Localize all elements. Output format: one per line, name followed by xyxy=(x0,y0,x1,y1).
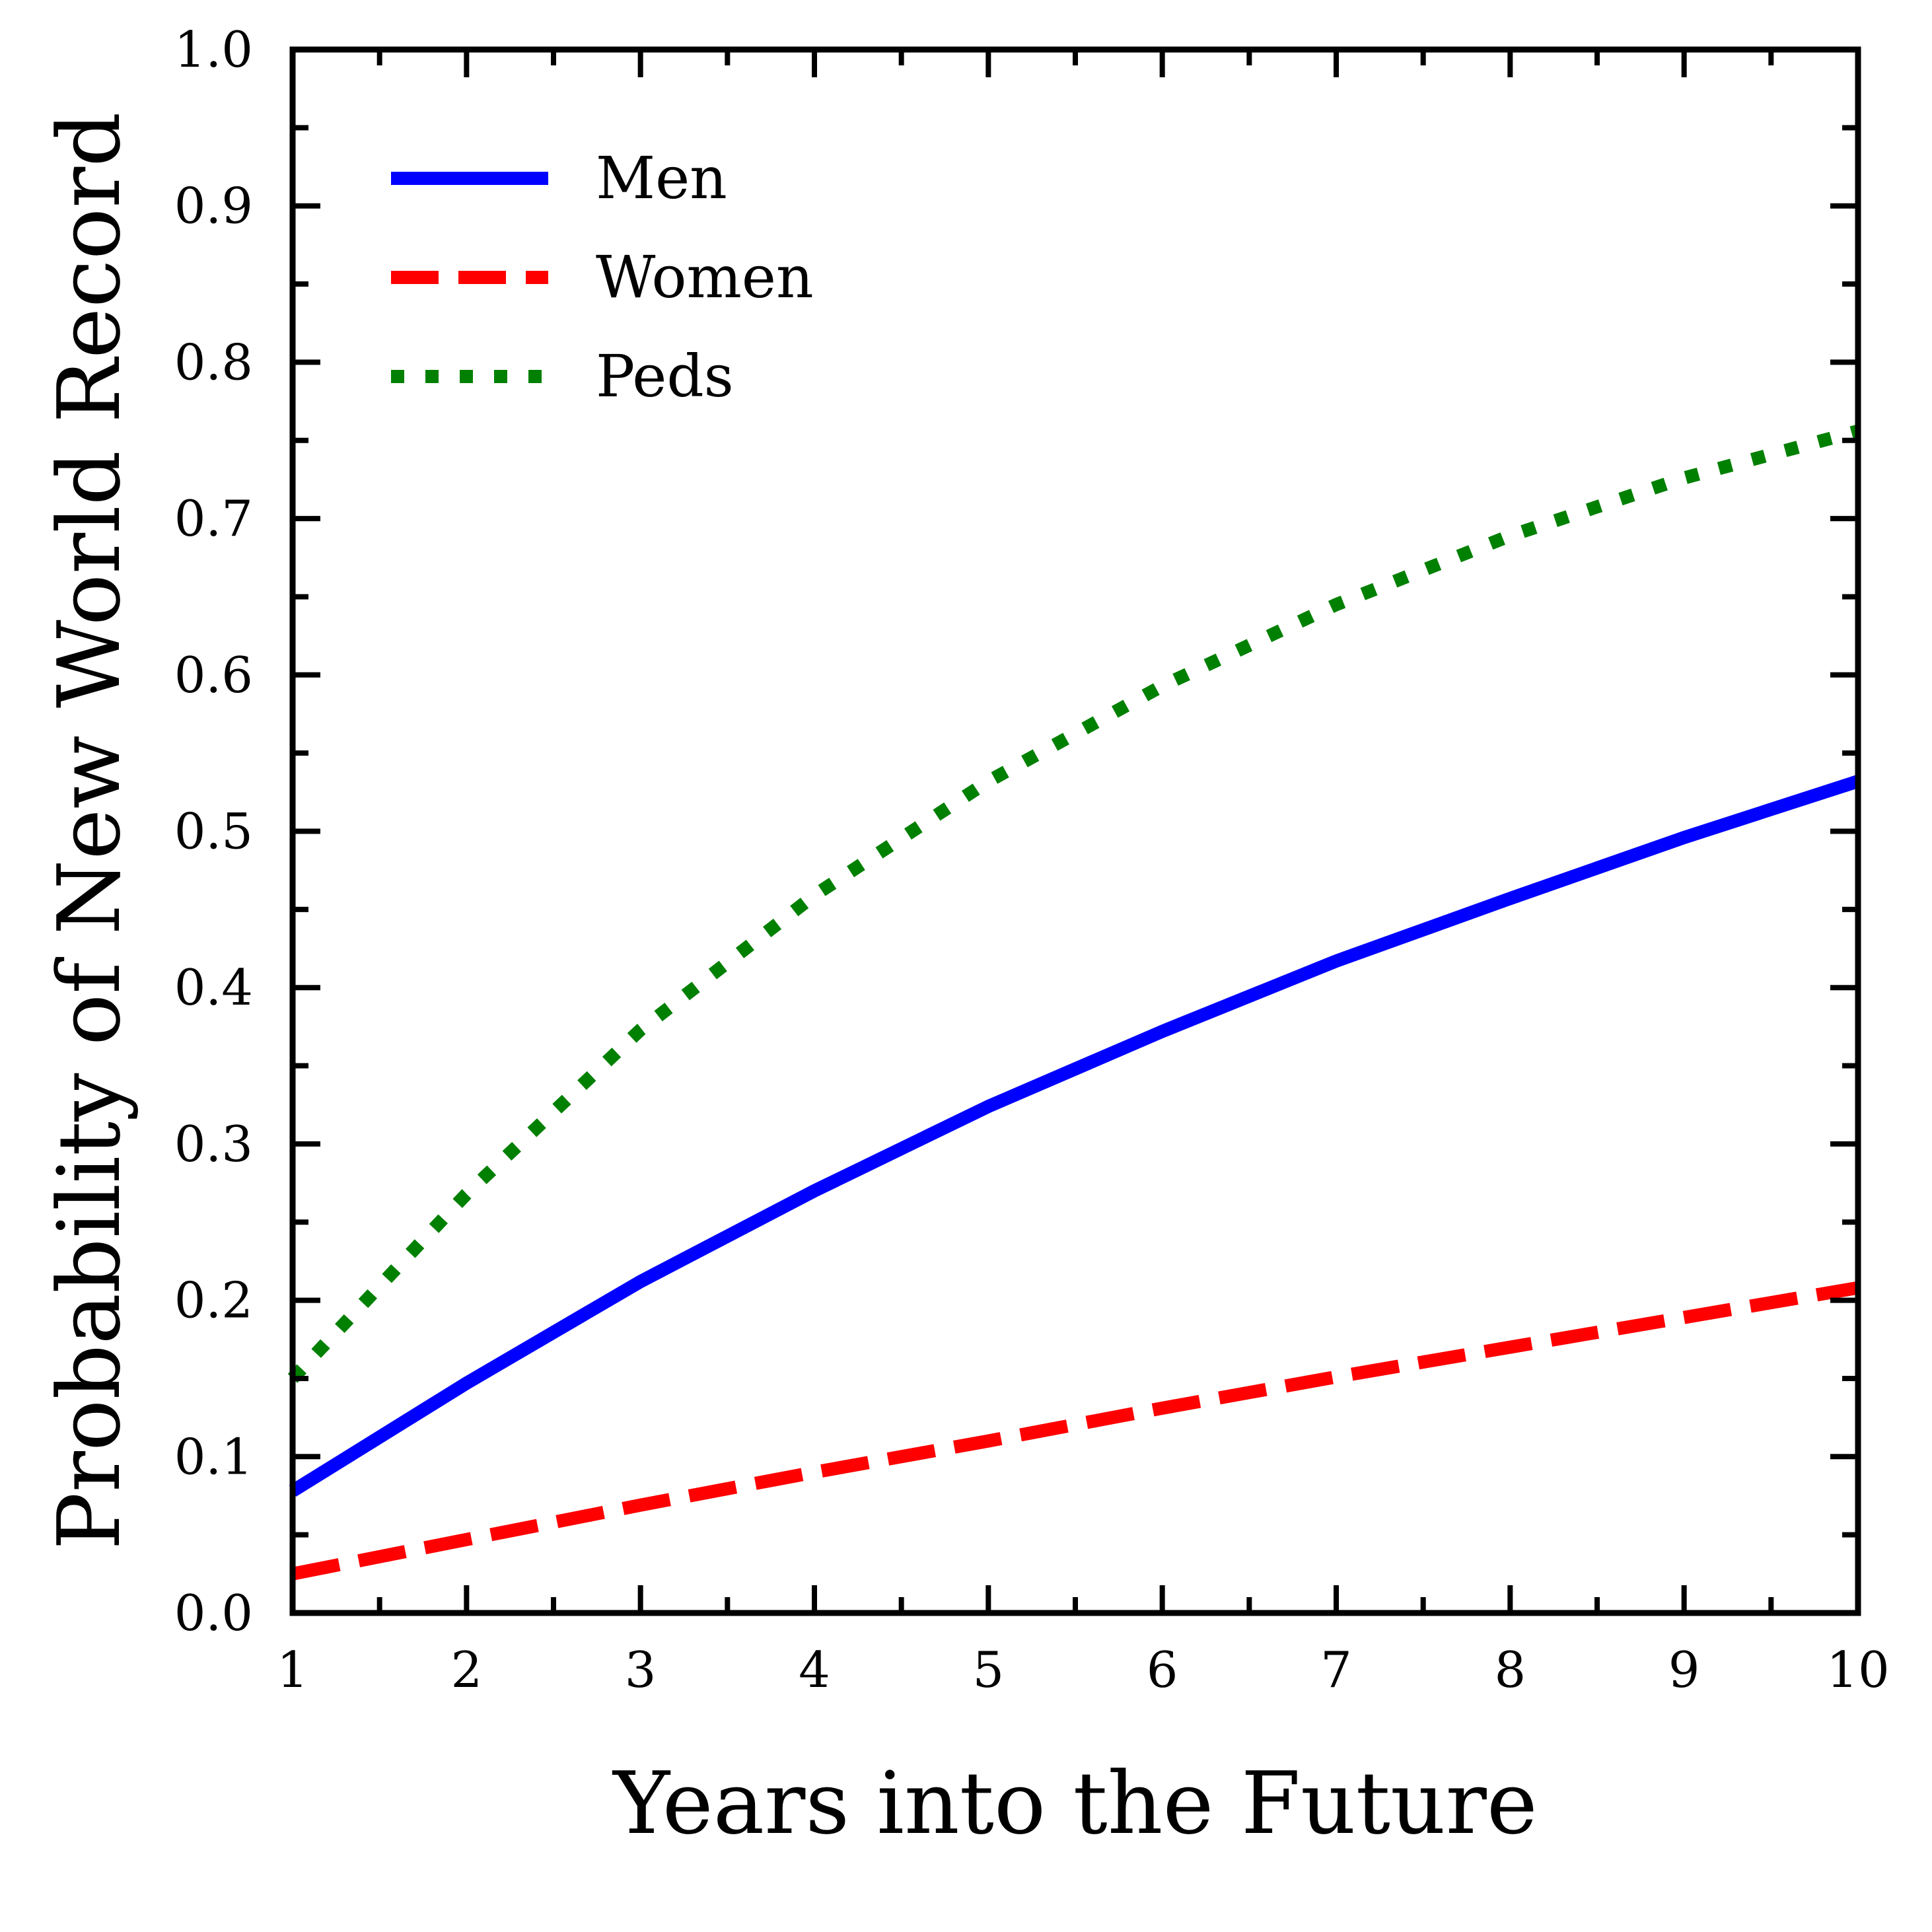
x-tick-label: 10 xyxy=(1826,1641,1889,1699)
y-tick-label: 0.4 xyxy=(174,958,253,1017)
x-tick-label: 4 xyxy=(799,1641,830,1699)
x-tick-label: 5 xyxy=(972,1641,1004,1699)
series-line-women xyxy=(291,1281,1859,1581)
legend-label-women: Women xyxy=(596,243,814,311)
y-axis-title: Probability of New World Record xyxy=(39,112,139,1550)
x-tick-label: 3 xyxy=(625,1641,657,1699)
y-tick-label: 0.1 xyxy=(174,1427,253,1485)
x-tick-label: 8 xyxy=(1494,1641,1526,1699)
y-tick-label: 0.5 xyxy=(174,803,253,861)
y-tick-label: 0.6 xyxy=(174,646,253,704)
series-line-peds xyxy=(287,424,1860,1383)
y-tick-label: 0.9 xyxy=(174,177,253,235)
ticks-layer xyxy=(290,47,1861,1616)
y-tick-label: 0.8 xyxy=(174,333,253,391)
x-tick-labels: 1 2 3 4 5 6 7 8 9 10 xyxy=(277,1641,1890,1699)
y-tick-label: 0.7 xyxy=(174,489,253,548)
series-line-men xyxy=(289,775,1861,1497)
y-tick-label: 0.2 xyxy=(174,1271,253,1330)
x-tick-label: 1 xyxy=(277,1641,308,1699)
x-tick-label: 7 xyxy=(1320,1641,1352,1699)
legend-label-peds: Peds xyxy=(596,342,734,410)
series-layer xyxy=(287,424,1861,1581)
y-tick-labels: 0.0 0.1 0.2 0.3 0.4 0.5 0.6 0.7 0.8 0.9 1.0 xyxy=(174,20,253,1642)
x-tick-label: 2 xyxy=(450,1641,482,1699)
legend: Men Women Peds xyxy=(391,144,814,410)
y-tick-label: 0.3 xyxy=(174,1115,253,1173)
y-tick-label: 0.0 xyxy=(174,1584,253,1642)
y-tick-label: 1.0 xyxy=(174,20,253,79)
plot-frame xyxy=(289,46,1861,1616)
legend-label-men: Men xyxy=(596,144,727,212)
x-tick-label: 9 xyxy=(1668,1641,1700,1699)
x-tick-label: 6 xyxy=(1147,1641,1178,1699)
x-axis-title: Years into the Future xyxy=(612,1753,1537,1853)
